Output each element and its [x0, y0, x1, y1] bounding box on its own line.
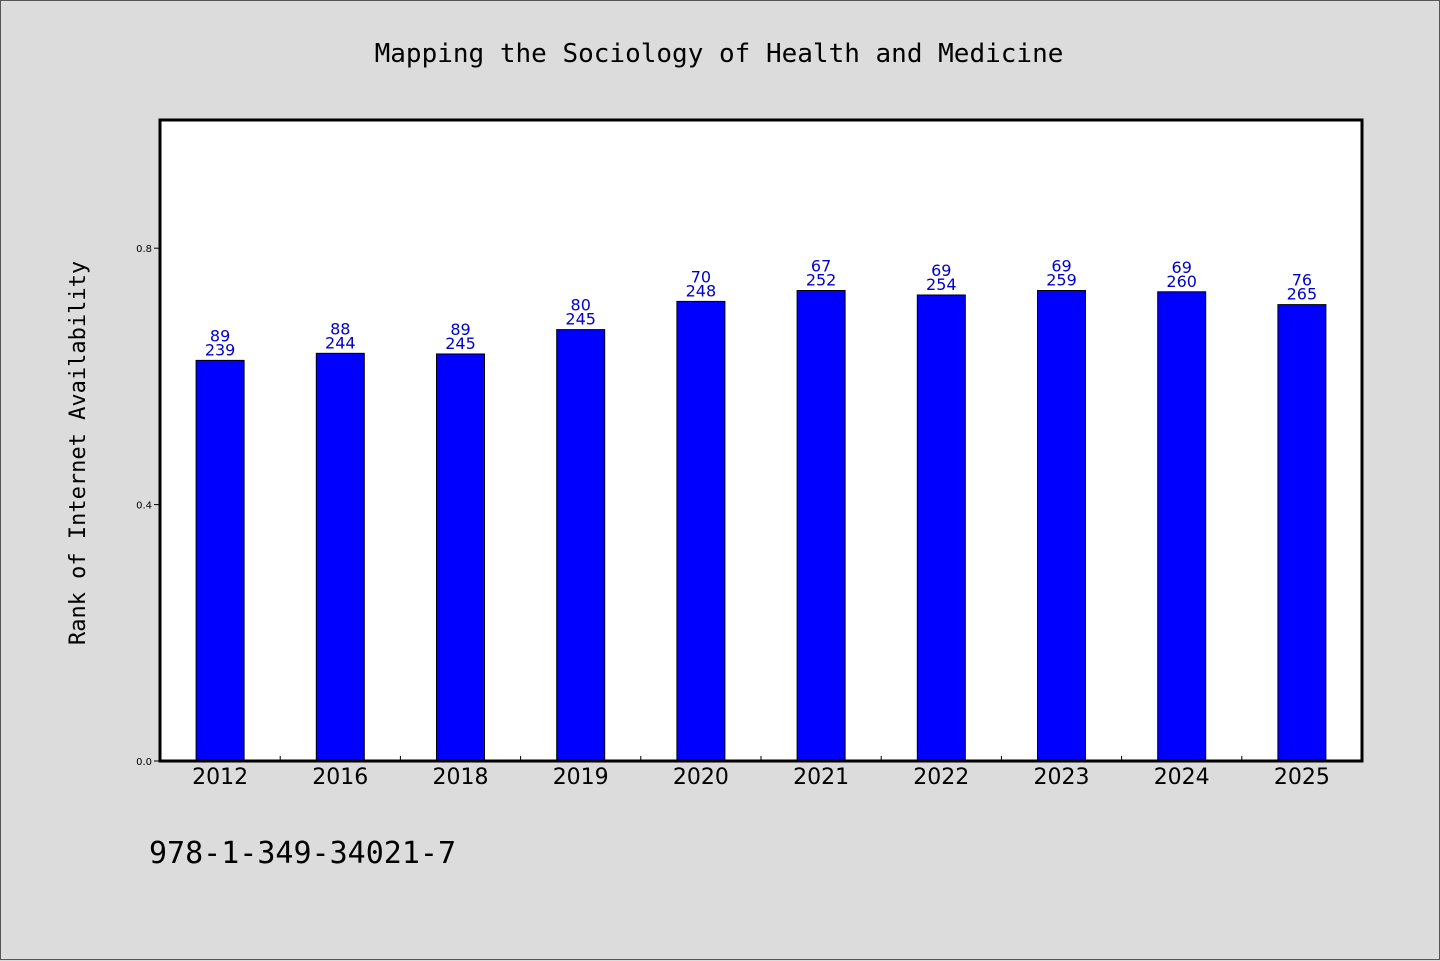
- bar-2016: [315, 352, 365, 762]
- bar-label-top-2019: 80: [571, 296, 591, 315]
- bar-label-top-2024: 69: [1172, 258, 1192, 277]
- x-tick-label-2016: 2016: [312, 765, 368, 790]
- bar-label-top-2023: 69: [1051, 257, 1071, 276]
- bar-2012: [195, 359, 245, 762]
- y-axis-label: Rank of Internet Availability: [66, 261, 91, 645]
- x-tick-label-2018: 2018: [433, 765, 489, 790]
- x-tick-label-2023: 2023: [1034, 765, 1090, 790]
- x-tick-label-2025: 2025: [1274, 765, 1330, 790]
- bar-label-bottom-2018: 245: [445, 334, 476, 353]
- bar-label-bottom-2021: 252: [806, 271, 837, 290]
- bar-label-bottom-2019: 245: [565, 310, 596, 329]
- y-tick-label-1: 0.4: [136, 501, 152, 512]
- bar-2023: [1037, 290, 1086, 762]
- x-tick-label-2020: 2020: [673, 765, 729, 790]
- ticks-layer: 2012 2016 2018 2019 2020 2021 2022 2023 2024 2025…: [136, 244, 1330, 790]
- bar-label-top-2012: 89: [210, 326, 230, 345]
- x-tick-label-2022: 2022: [913, 765, 969, 790]
- bar-label-bottom-2023: 259: [1046, 271, 1077, 290]
- bar-label-bottom-2024: 260: [1166, 272, 1197, 291]
- x-tick-label-2024: 2024: [1154, 765, 1210, 790]
- x-tick-label-2012: 2012: [192, 765, 248, 790]
- isbn-footer: 978-1-349-34021-7: [149, 836, 456, 871]
- bar-label-top-2025: 76: [1292, 271, 1312, 290]
- chart-title: Mapping the Sociology of Health and Medi…: [375, 39, 1064, 69]
- bar-2018: [436, 353, 485, 762]
- bar-2021: [796, 290, 846, 762]
- bar-label-top-2022: 69: [931, 261, 951, 280]
- bar-2024: [1157, 291, 1207, 762]
- x-tick-label-2019: 2019: [553, 765, 609, 790]
- y-tick-label-0: 0.0: [136, 757, 152, 768]
- bar-label-top-2018: 89: [450, 320, 470, 339]
- bar-2022: [916, 294, 966, 762]
- bar-2020: [676, 300, 726, 762]
- plot-border: [158, 118, 1364, 763]
- bar-2019: [556, 329, 606, 762]
- x-tick-label-2021: 2021: [793, 765, 849, 790]
- bar-label-bottom-2012: 239: [205, 340, 236, 359]
- bar-2025: [1277, 304, 1327, 762]
- bar-label-bottom-2025: 265: [1287, 285, 1318, 304]
- bar-label-top-2016: 88: [330, 319, 350, 338]
- y-tick-label-2: 0.8: [136, 244, 152, 255]
- bar-label-top-2021: 67: [811, 257, 831, 276]
- bar-label-bottom-2022: 254: [926, 275, 957, 294]
- bar-label-top-2020: 70: [691, 267, 711, 286]
- bar-label-bottom-2016: 244: [325, 333, 356, 352]
- bar-label-bottom-2020: 248: [686, 281, 717, 300]
